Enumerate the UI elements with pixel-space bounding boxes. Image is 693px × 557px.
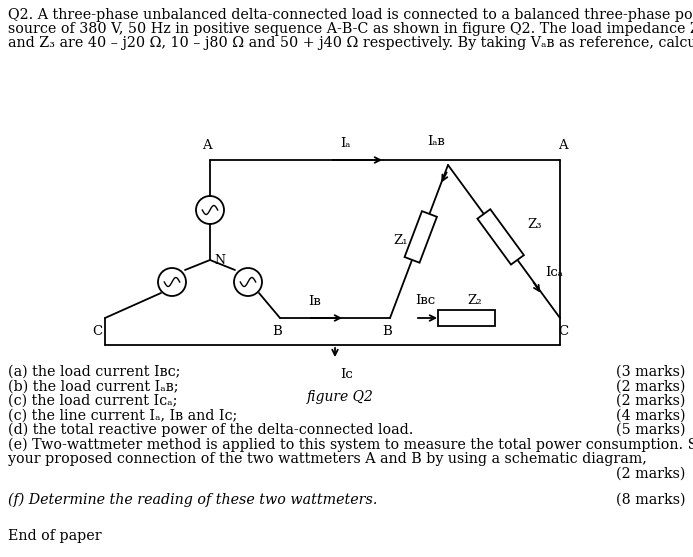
- Text: (2 marks): (2 marks): [615, 379, 685, 393]
- Text: Iₐ: Iₐ: [340, 137, 350, 150]
- Text: (b) the load current Iₐʙ;: (b) the load current Iₐʙ;: [8, 379, 179, 393]
- Text: End of paper: End of paper: [8, 529, 102, 543]
- Text: Iₐʙ: Iₐʙ: [427, 135, 445, 148]
- Text: (c) the line current Iₐ, Iʙ and Iᴄ;: (c) the line current Iₐ, Iʙ and Iᴄ;: [8, 408, 238, 423]
- Text: B: B: [272, 325, 282, 338]
- Text: (c) the load current Iᴄₐ;: (c) the load current Iᴄₐ;: [8, 394, 177, 408]
- Text: N: N: [214, 253, 225, 266]
- Polygon shape: [437, 310, 495, 326]
- Text: C: C: [558, 325, 568, 338]
- Text: C: C: [92, 325, 102, 338]
- Text: (2 marks): (2 marks): [615, 394, 685, 408]
- Text: your proposed connection of the two wattmeters A and B by using a schematic diag: your proposed connection of the two watt…: [8, 452, 647, 466]
- Text: Iᴄₐ: Iᴄₐ: [545, 266, 563, 278]
- Text: figure Q2: figure Q2: [306, 390, 374, 404]
- Text: (4 marks): (4 marks): [615, 408, 685, 423]
- Text: Z₂: Z₂: [468, 294, 482, 307]
- Text: Iʙᴄ: Iʙᴄ: [415, 294, 435, 307]
- Text: (f) Determine the reading of these two wattmeters.: (f) Determine the reading of these two w…: [8, 492, 378, 507]
- Text: (5 marks): (5 marks): [615, 423, 685, 437]
- Text: (2 marks): (2 marks): [615, 467, 685, 481]
- Text: (8 marks): (8 marks): [615, 492, 685, 507]
- Text: (e) Two-wattmeter method is applied to this system to measure the total power co: (e) Two-wattmeter method is applied to t…: [8, 437, 693, 452]
- Text: Q2. A three-phase unbalanced delta-connected load is connected to a balanced thr: Q2. A three-phase unbalanced delta-conne…: [8, 8, 693, 22]
- Text: A: A: [558, 139, 568, 152]
- Text: Iʙ: Iʙ: [308, 295, 322, 308]
- Text: B: B: [382, 325, 392, 338]
- Text: (d) the total reactive power of the delta-connected load.: (d) the total reactive power of the delt…: [8, 423, 414, 437]
- Polygon shape: [477, 209, 524, 265]
- Text: (a) the load current Iʙᴄ;: (a) the load current Iʙᴄ;: [8, 365, 180, 379]
- Text: Z₁: Z₁: [394, 233, 408, 247]
- Text: source of 380 V, 50 Hz in positive sequence A-B-C as shown in figure Q2. The loa: source of 380 V, 50 Hz in positive seque…: [8, 22, 693, 36]
- Text: (3 marks): (3 marks): [615, 365, 685, 379]
- Text: A: A: [202, 139, 212, 152]
- Text: Z₃: Z₃: [527, 218, 541, 232]
- Text: Iᴄ: Iᴄ: [340, 368, 353, 381]
- Text: and Z₃ are 40 – j20 Ω, 10 – j80 Ω and 50 + j40 Ω respectively. By taking Vₐʙ as : and Z₃ are 40 – j20 Ω, 10 – j80 Ω and 50…: [8, 36, 693, 50]
- Polygon shape: [405, 211, 437, 263]
